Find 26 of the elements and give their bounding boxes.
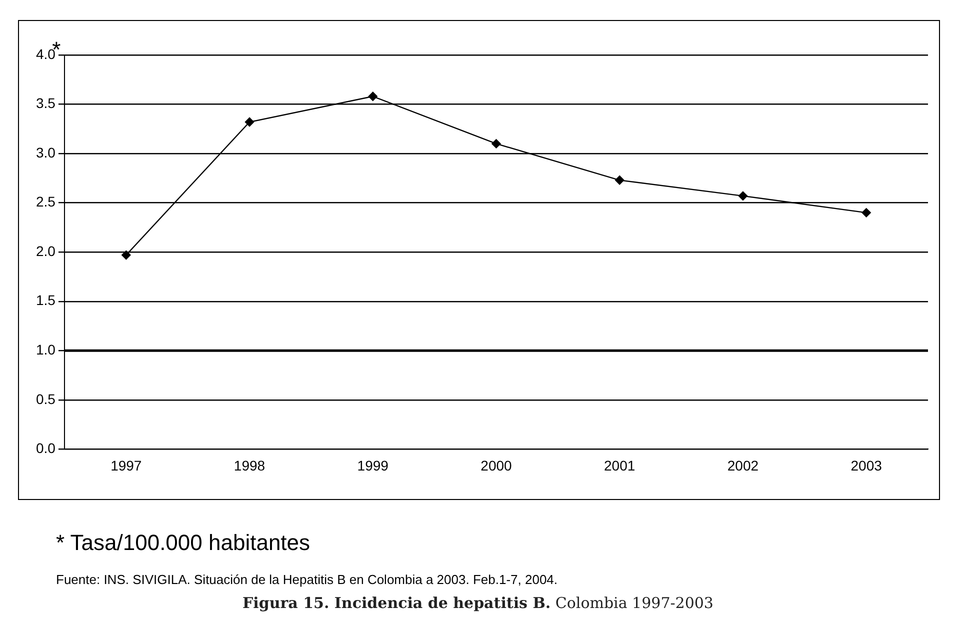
text: Figura 15. Incidencia de hepatitis B. — [242, 594, 551, 612]
y-tick-label: 0.5 — [36, 390, 56, 407]
point — [244, 117, 254, 127]
y-tick-label: 2.0 — [36, 242, 56, 259]
y-tick-label: 3.0 — [36, 144, 56, 160]
x-tick-label: 2002 — [727, 457, 759, 474]
point — [614, 176, 624, 185]
point — [738, 191, 748, 201]
point — [862, 208, 871, 218]
x-tick-label: 1998 — [234, 457, 266, 474]
x-tick-label: 2001 — [604, 457, 636, 474]
y-tick-label: 3.5 — [36, 95, 56, 112]
y-tick-label: 1.0 — [36, 342, 56, 358]
x-tick-label: 1997 — [110, 457, 142, 474]
x-tick-label: 1999 — [357, 457, 389, 474]
text: Colombia 1997-2003 — [555, 594, 714, 612]
source-note: Fuente: INS. SIVIGILA. Situación de la Hepatitis B en Colombia a 2003. Feb.1-7, 2004. — [56, 572, 558, 587]
x-tick-label: 2003 — [850, 457, 882, 474]
text: * Tasa/100.000 habitantes — [56, 530, 310, 556]
point — [492, 139, 501, 148]
y-tick-label: 1.5 — [36, 292, 56, 308]
point — [122, 250, 131, 260]
y-tick-label: 0.0 — [36, 440, 56, 456]
point — [368, 92, 378, 101]
x-tick-label: 2000 — [480, 457, 512, 474]
y-tick-label: 2.5 — [36, 194, 56, 210]
